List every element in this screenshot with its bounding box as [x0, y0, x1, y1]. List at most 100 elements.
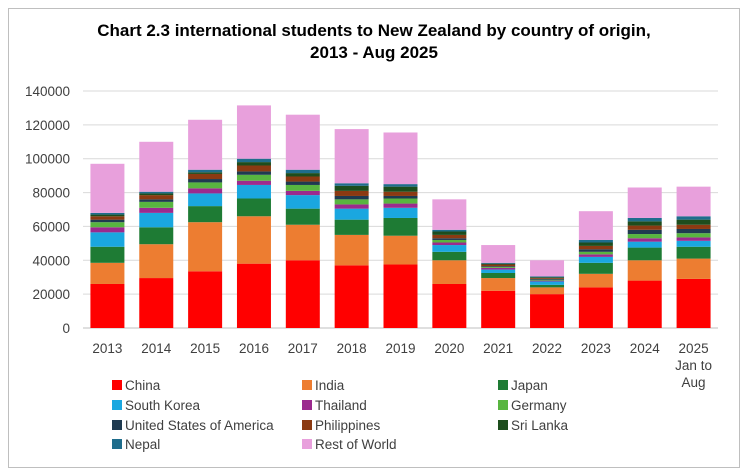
bar-segment-philippines [90, 216, 125, 220]
bar-segment-south-korea [188, 193, 223, 207]
bar-segment-united-states-of-america [90, 219, 125, 223]
bar-segment-india [481, 278, 516, 291]
y-tick-label: 100000 [25, 152, 70, 167]
bar-stack [188, 119, 223, 328]
bar-segment-rest-of-world [383, 132, 418, 185]
legend-item: Sri Lanka [498, 418, 569, 433]
bar-segment-japan [285, 208, 320, 225]
legend-label: Thailand [315, 398, 367, 413]
bar-segment-rest-of-world [139, 141, 174, 192]
bar-segment-nepal [578, 239, 613, 243]
bar-segment-nepal [481, 262, 516, 264]
bar-segment-nepal [188, 169, 223, 173]
bar-segment-south-korea [90, 232, 125, 247]
bar-segment-japan [236, 198, 271, 217]
bar-segment-china [676, 278, 711, 328]
x-tick-label: 2024 [630, 341, 661, 356]
bar-segment-sri-lanka [578, 242, 613, 246]
bar-segment-thailand [383, 203, 418, 208]
bar-segment-south-korea [627, 241, 662, 248]
bar-segment-thailand [432, 242, 467, 246]
x-tick-label: 2017 [288, 341, 318, 356]
bar-segment-rest-of-world [627, 187, 662, 218]
legend-swatch [302, 439, 312, 449]
bar-segment-nepal [334, 183, 369, 186]
x-tick-label: 2021 [483, 341, 513, 356]
bar-segment-thailand [90, 227, 125, 233]
bar-segment-india [285, 224, 320, 261]
bar-segment-japan [627, 247, 662, 261]
bar-segment-rest-of-world [432, 199, 467, 230]
bar-segment-united-states-of-america [481, 266, 516, 268]
bar-segment-thailand [627, 238, 662, 242]
bar-segment-south-korea [530, 281, 565, 285]
y-tick-label: 40000 [32, 253, 70, 268]
legend-label: Germany [511, 398, 567, 413]
bar-segment-india [530, 287, 565, 295]
bar-stack [432, 199, 467, 328]
x-tick-label: 2015 [190, 341, 220, 356]
bar-segment-japan [530, 284, 565, 288]
bar-segment-china [481, 290, 516, 328]
bar-segment-thailand [481, 267, 516, 270]
bar-segment-united-states-of-america [530, 278, 565, 280]
bar-segment-philippines [578, 245, 613, 250]
bar-segment-japan [578, 262, 613, 274]
bar-segment-germany [285, 184, 320, 191]
bar-segment-rest-of-world [334, 129, 369, 184]
bar-segment-united-states-of-america [578, 249, 613, 252]
bar-segment-sri-lanka [236, 162, 271, 166]
bar-segment-united-states-of-america [627, 229, 662, 235]
bar-segment-india [236, 216, 271, 264]
bar-segment-germany [676, 233, 711, 238]
bar-segment-sri-lanka [530, 277, 565, 279]
bar-segment-nepal [90, 212, 125, 215]
legend-item: Thailand [302, 398, 367, 413]
bar-segment-china [530, 294, 565, 328]
bar-segment-philippines [139, 195, 174, 200]
bar-segment-rest-of-world [530, 260, 565, 277]
legend-label: United States of America [125, 418, 274, 433]
legend-swatch [302, 420, 312, 430]
bar-segment-philippines [432, 234, 467, 239]
bar-segment-germany [383, 198, 418, 204]
bars [90, 105, 711, 328]
chart-area [8, 8, 740, 468]
bar-segment-united-states-of-america [432, 238, 467, 240]
chart-title: Chart 2.3 international students to New … [8, 20, 740, 64]
bar-segment-india [90, 262, 125, 284]
bar-stack [578, 211, 613, 328]
bar-stack [530, 260, 565, 328]
legend-label: Rest of World [315, 437, 397, 452]
bar-segment-sri-lanka [383, 186, 418, 192]
bar-segment-rest-of-world [188, 119, 223, 170]
bar-segment-japan [383, 217, 418, 236]
bar-segment-nepal [432, 229, 467, 232]
bar-segment-japan [139, 227, 174, 245]
bar-segment-thailand [334, 204, 369, 209]
bar-stack [236, 105, 271, 328]
bar-segment-sri-lanka [188, 172, 223, 174]
bar-stack [481, 245, 516, 328]
bar-stack [139, 141, 174, 328]
bar-segment-thailand [578, 254, 613, 257]
legend-swatch [498, 380, 508, 390]
bar-segment-germany [90, 222, 125, 228]
bar-segment-united-states-of-america [383, 195, 418, 199]
bar-segment-philippines [530, 278, 565, 279]
y-tick-label: 20000 [32, 287, 70, 302]
bar-segment-china [627, 280, 662, 328]
x-tick-label: 2014 [141, 341, 172, 356]
bar-segment-sri-lanka [139, 193, 174, 196]
bar-segment-thailand [188, 188, 223, 194]
bar-stack [90, 163, 125, 328]
bar-segment-china [578, 287, 613, 328]
legend-item: Germany [498, 398, 567, 413]
legend: China India Japan South Korea Thailand German… [112, 378, 569, 452]
legend-label: China [125, 378, 161, 393]
bar-segment-china [383, 264, 418, 328]
chart-title-line-2: 2013 - Aug 2025 [310, 43, 438, 62]
bar-segment-sri-lanka [334, 185, 369, 191]
bar-segment-south-korea [432, 245, 467, 252]
